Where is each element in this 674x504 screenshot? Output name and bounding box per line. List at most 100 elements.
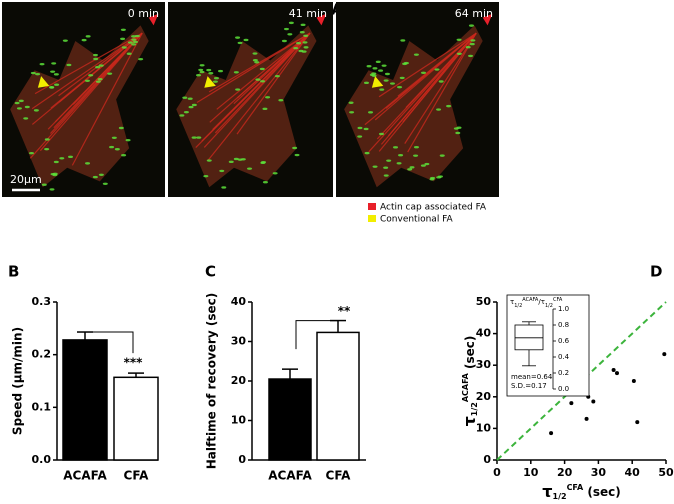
adhesion bbox=[23, 117, 29, 120]
adhesion bbox=[191, 136, 197, 139]
panel-label: B bbox=[8, 263, 19, 281]
actin-fiber bbox=[214, 32, 311, 134]
adhesion bbox=[98, 64, 104, 67]
x-axis-label: τ1/2CFA (sec) bbox=[542, 482, 620, 501]
adhesion bbox=[28, 151, 34, 155]
adhesion bbox=[470, 39, 476, 42]
adhesion bbox=[114, 148, 120, 151]
point bbox=[635, 420, 640, 425]
point bbox=[662, 352, 667, 357]
adhesion bbox=[199, 70, 205, 74]
adhesion bbox=[348, 101, 354, 104]
adhesion bbox=[259, 67, 265, 71]
inset-tick-label: 0.0 bbox=[558, 385, 569, 393]
adhesion bbox=[228, 160, 234, 164]
adhesion bbox=[429, 178, 435, 181]
adhesion bbox=[196, 136, 202, 139]
adhesion bbox=[44, 138, 50, 141]
adhesion bbox=[59, 157, 65, 160]
red-arrowhead bbox=[482, 13, 493, 26]
adhesion bbox=[274, 74, 280, 78]
adhesion bbox=[371, 72, 377, 75]
adhesion bbox=[131, 43, 137, 46]
y-tick-label: 0.1 bbox=[32, 400, 52, 413]
adhesion bbox=[368, 111, 374, 114]
adhesion bbox=[68, 155, 74, 159]
red-arrowhead bbox=[148, 13, 159, 26]
micrograph: 41 min bbox=[168, 2, 333, 197]
y-tick-label: 30 bbox=[231, 335, 247, 348]
label-part: τ bbox=[510, 298, 514, 306]
adhesion bbox=[24, 105, 30, 109]
x-tick-label: 40 bbox=[625, 466, 641, 479]
label-part: ACAFA bbox=[461, 372, 470, 402]
adhesion bbox=[97, 78, 103, 81]
adhesion bbox=[66, 63, 72, 67]
point bbox=[611, 367, 616, 372]
adhesion bbox=[85, 35, 91, 38]
adhesion bbox=[53, 160, 59, 164]
adhesion bbox=[260, 80, 266, 83]
y-axis-label: τ1/2ACAFA (sec) bbox=[460, 336, 480, 427]
point bbox=[569, 401, 574, 406]
y-tick-label: 40 bbox=[231, 295, 247, 308]
yellow-arrowhead bbox=[204, 76, 216, 88]
adhesion bbox=[363, 81, 369, 85]
adhesion bbox=[357, 135, 363, 138]
actin-fiber bbox=[376, 32, 477, 140]
adhesion bbox=[372, 67, 378, 70]
inset-tick-label: 0.8 bbox=[558, 321, 569, 329]
adhesion bbox=[84, 79, 90, 82]
adhesion bbox=[303, 46, 309, 49]
adhesion bbox=[455, 131, 461, 135]
adhesion bbox=[381, 64, 387, 67]
x-tick-label: 30 bbox=[591, 466, 607, 479]
inset-title: τ1/2ACAFA/τ1/2CFA bbox=[510, 297, 563, 309]
adhesion bbox=[121, 154, 127, 157]
y-tick-label: 10 bbox=[476, 421, 492, 434]
label-part: τ bbox=[460, 416, 479, 426]
adhesion bbox=[397, 85, 403, 89]
adhesion bbox=[456, 52, 462, 55]
adhesion bbox=[179, 114, 185, 117]
adhesion bbox=[183, 110, 189, 114]
adhesion bbox=[378, 69, 384, 72]
label-part: (sec) bbox=[463, 336, 477, 374]
x-tick-label: 20 bbox=[557, 466, 573, 479]
adhesion bbox=[439, 154, 445, 157]
adhesion bbox=[383, 174, 389, 177]
adhesion bbox=[49, 188, 55, 191]
inset-annotation: S.D.=0.17 bbox=[511, 382, 547, 390]
adhesion bbox=[262, 107, 268, 111]
point bbox=[549, 431, 554, 436]
adhesion bbox=[252, 59, 258, 62]
adhesion bbox=[296, 42, 302, 45]
adhesion bbox=[424, 162, 430, 166]
adhesion bbox=[366, 65, 372, 68]
adhesion bbox=[300, 23, 306, 27]
adhesion bbox=[14, 101, 20, 105]
adhesion bbox=[35, 72, 41, 76]
adhesion bbox=[41, 183, 47, 186]
adhesion bbox=[118, 126, 124, 130]
adhesion bbox=[18, 99, 24, 103]
adhesion bbox=[237, 158, 243, 161]
adhesion bbox=[199, 64, 205, 67]
point bbox=[584, 416, 589, 421]
time-label: 41 min bbox=[289, 7, 327, 20]
x-tick-label: CFA bbox=[326, 469, 352, 483]
bar bbox=[316, 331, 360, 461]
label-part: 1/2 bbox=[553, 492, 567, 500]
adhesion bbox=[396, 162, 402, 165]
adhesion bbox=[212, 80, 218, 83]
adhesion bbox=[131, 35, 137, 38]
adhesion bbox=[372, 165, 378, 168]
adhesion bbox=[109, 145, 115, 149]
adhesion bbox=[407, 168, 413, 171]
y-tick-label: 50 bbox=[476, 295, 492, 308]
adhesion bbox=[95, 66, 101, 69]
adhesion bbox=[221, 186, 227, 189]
adhesion bbox=[294, 153, 300, 157]
adhesion bbox=[384, 72, 390, 76]
label-part: ACAFA bbox=[522, 297, 539, 303]
